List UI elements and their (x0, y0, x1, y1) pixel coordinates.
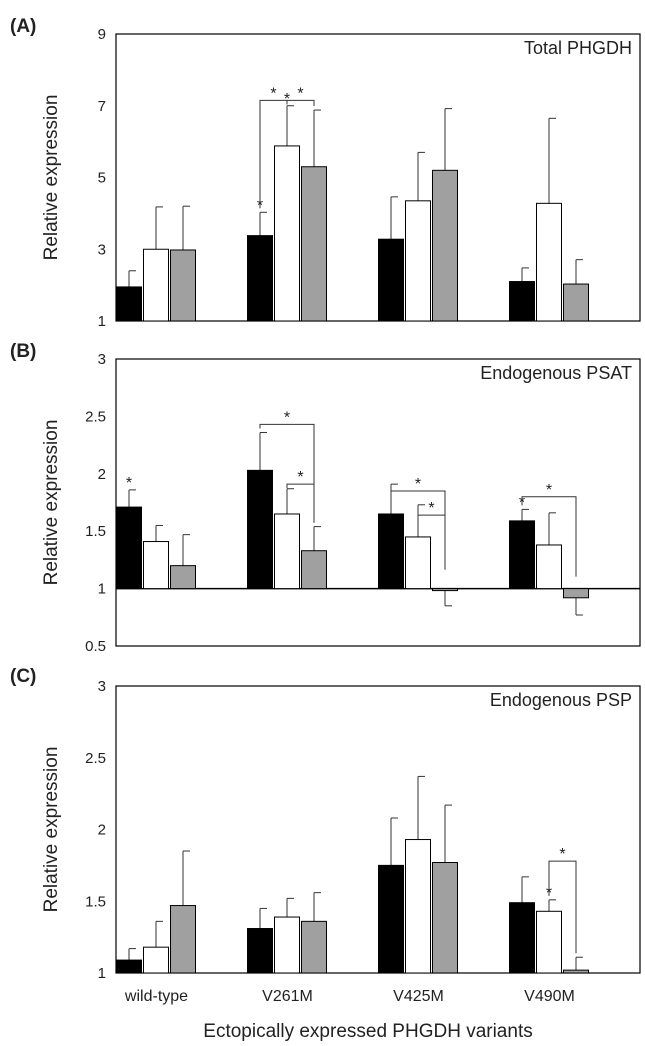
y-tick-label: 7 (98, 98, 106, 115)
bar-series-1 (509, 281, 535, 322)
bar-series-3 (170, 249, 196, 322)
bar-series-3 (563, 969, 589, 974)
bracket-asterisk: * (270, 85, 276, 102)
bar-series-3 (170, 905, 196, 974)
bar-series-2 (143, 541, 169, 590)
bar-series-1 (116, 286, 142, 322)
significance-bracket (259, 423, 315, 523)
bar-series-3 (170, 565, 196, 590)
significance-bracket (548, 860, 577, 954)
y-tick-label: 3 (98, 241, 106, 258)
bar-series-2 (405, 536, 431, 590)
y-tick-label: 3 (98, 678, 106, 695)
y-tick-label: 1 (98, 965, 106, 982)
category-label: V425M (393, 988, 444, 1005)
category-label: wild-type (124, 988, 188, 1005)
bar-series-2 (536, 544, 562, 590)
bar-series-1 (247, 469, 273, 590)
bar-series-2 (536, 202, 562, 322)
bar-series-1 (116, 506, 142, 590)
y-axis-label: Relative expression (41, 95, 62, 261)
bar-series-3 (563, 588, 589, 599)
bracket-asterisk: * (546, 482, 552, 499)
significance-asterisk: * (126, 475, 132, 492)
bracket-asterisk: * (284, 409, 290, 426)
panel-3: 1 1.5 2 2.5 3 Relative expression (C) Endogenou… (10, 666, 641, 982)
category-axis-labels: wild-type V261M V425M V490M (124, 988, 575, 1005)
y-tick-label: 1.5 (85, 523, 106, 540)
panel-2: 0.5 1 1.5 2 2.5 3 Relative expression (B) Endoge… (10, 341, 641, 655)
significance-bracket (286, 99, 315, 107)
bar-series-3 (432, 169, 458, 322)
y-tick-label: 5 (98, 170, 106, 187)
y-tick-label: 3 (98, 351, 106, 368)
y-axis-label: Relative expression (41, 747, 62, 913)
bar-series-1 (378, 864, 404, 974)
y-axis-label: Relative expression (41, 420, 62, 586)
bracket-asterisk: * (428, 500, 434, 517)
bracket-asterisk: * (297, 85, 303, 102)
panel-title: Endogenous PSP (490, 690, 632, 710)
bar-series-3 (301, 920, 327, 974)
panel-letter: (B) (10, 341, 36, 362)
bar-series-2 (405, 200, 431, 322)
bar-series-1 (378, 238, 404, 322)
panel-letter: (A) (10, 16, 36, 37)
bar-series-2 (405, 839, 431, 974)
y-tick-label: 1.5 (85, 893, 106, 910)
category-label: V490M (524, 988, 575, 1005)
bar-series-3 (301, 550, 327, 590)
bar-series-2 (536, 910, 562, 974)
bracket-asterisk: * (297, 469, 303, 486)
significance-bracket (521, 496, 577, 577)
bar-series-1 (247, 235, 273, 322)
bar-series-2 (274, 145, 300, 322)
y-tick-label: 2.5 (85, 750, 106, 767)
plot-frame (115, 358, 641, 647)
bar-series-3 (563, 283, 589, 322)
y-tick-label: 0.5 (85, 638, 106, 655)
bar-series-3 (301, 166, 327, 322)
bracket-asterisk: * (559, 846, 565, 863)
y-tick-label: 2.5 (85, 408, 106, 425)
chart-panels: 1 3 5 7 9 Relative expression (A) Total PHGDH * *… (10, 16, 641, 982)
bar-series-3 (432, 862, 458, 974)
category-label: V261M (262, 988, 313, 1005)
bracket-asterisk: * (415, 476, 421, 493)
significance-bracket (417, 514, 446, 570)
y-tick-label: 1 (98, 313, 106, 330)
bar-series-2 (274, 916, 300, 974)
bar-series-2 (274, 513, 300, 590)
panel-title: Endogenous PSAT (480, 363, 632, 383)
y-tick-label: 1 (98, 581, 106, 598)
panel-1: 1 3 5 7 9 Relative expression (A) Total PHGDH * *… (10, 16, 641, 330)
bar-series-1 (509, 520, 535, 590)
y-tick-label: 9 (98, 26, 106, 43)
bar-series-2 (143, 248, 169, 322)
x-axis-label: Ectopically expressed PHGDH variants (203, 1021, 532, 1042)
bar-series-1 (247, 928, 273, 974)
bar-series-3 (432, 588, 458, 592)
panel-title: Total PHGDH (524, 38, 632, 58)
bar-series-1 (378, 513, 404, 590)
y-tick-label: 2 (98, 466, 106, 483)
bar-series-2 (143, 946, 169, 974)
significance-asterisk: * (284, 91, 290, 108)
y-tick-label: 2 (98, 822, 106, 839)
bar-series-1 (509, 902, 535, 974)
significance-bracket (286, 483, 315, 523)
panel-letter: (C) (10, 666, 36, 687)
bar-series-1 (116, 959, 142, 974)
